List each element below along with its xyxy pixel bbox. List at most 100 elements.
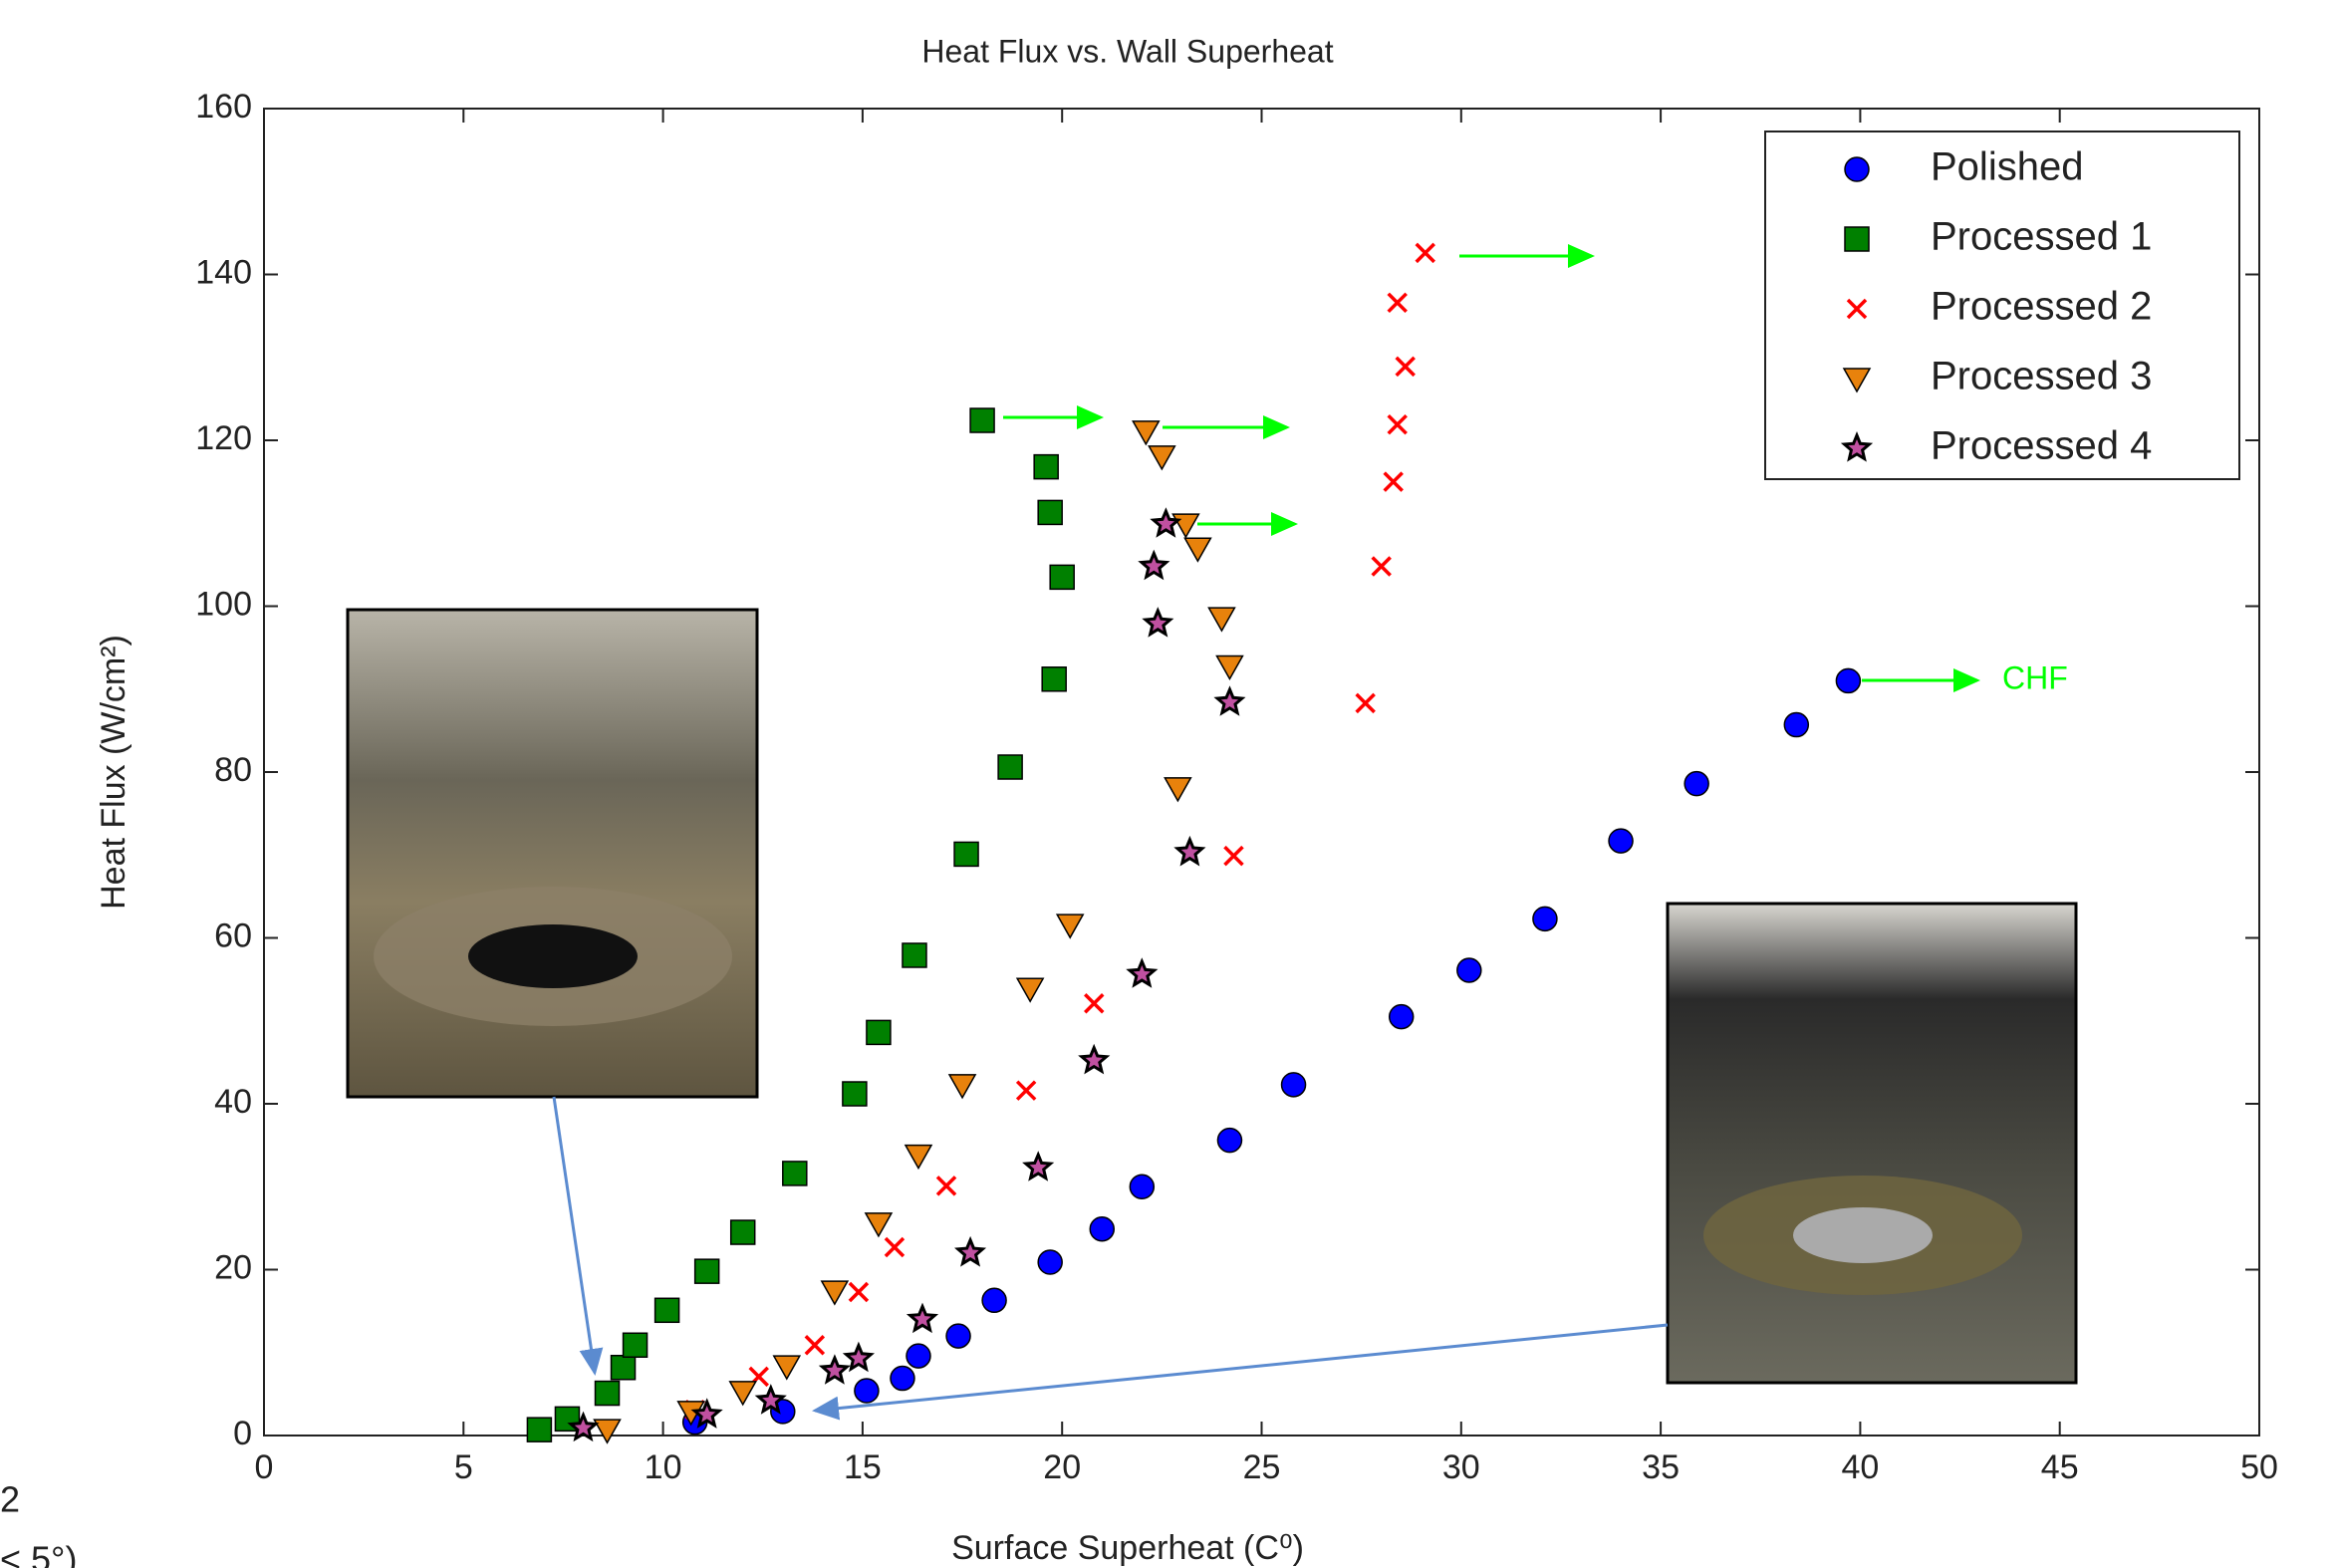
point [1015,977,1045,1003]
x-tick-label: 0 [255,1448,274,1486]
point [864,1212,894,1238]
x-tick-label: 20 [1043,1448,1081,1486]
point [953,841,979,868]
point [1150,507,1182,538]
point [1207,607,1236,633]
series [567,507,1246,1442]
point [1371,556,1392,577]
point [1129,1174,1156,1199]
edge-text: 2 [0,1479,20,1520]
point [526,1417,553,1442]
point [1037,499,1063,526]
point [1608,828,1634,854]
pointer-arrow [552,1096,604,1376]
point [1049,564,1075,591]
legend-label: Processed 1 [1931,215,2152,259]
point [594,1380,621,1407]
x-tick-label: 5 [454,1448,473,1486]
photo [1666,902,2078,1385]
point [866,1019,892,1046]
x-tick-label: 15 [844,1448,882,1486]
point [728,1381,758,1407]
legend-label: Processed 2 [1931,285,2152,329]
annotations: CHF [1003,244,2068,695]
chf-label: CHF [2002,659,2068,695]
photo-detail [1793,1207,1933,1263]
point [1089,1215,1116,1242]
point [1215,654,1244,680]
legend-label: Processed 4 [1931,424,2152,468]
point [1173,835,1206,867]
point [754,1384,787,1415]
y-tick-label: 0 [233,1415,252,1452]
y-tick-label: 100 [195,585,252,623]
edge-text: < 5°) [0,1539,77,1568]
point [610,1354,637,1381]
point [884,1236,906,1258]
legend-marker [1842,368,1872,393]
photos [346,608,2078,1421]
point [1078,1043,1111,1075]
x-tick-label: 10 [645,1448,682,1486]
legend-marker [1840,431,1874,462]
point [1216,1127,1243,1154]
point [1415,242,1435,264]
point [1142,607,1174,638]
point [1015,1080,1037,1101]
point [981,1287,1007,1314]
legend-label: Polished [1931,145,2083,189]
legend-marker [1844,226,1870,252]
point [1783,711,1810,738]
y-tick-label: 40 [214,1083,252,1121]
point [820,1280,850,1306]
point [842,1081,868,1107]
point [653,1297,680,1324]
point [1055,914,1085,939]
point [1084,993,1105,1014]
point [902,942,927,968]
legend-box [1764,131,2240,480]
series [526,407,1075,1442]
point [1532,906,1558,932]
x-tick-label: 25 [1243,1448,1281,1486]
point [1387,413,1408,435]
x-tick-label: 35 [1642,1448,1680,1486]
point [1684,770,1709,797]
point [1395,356,1416,378]
point [693,1258,720,1284]
x-axis-label: Surface Superheat (C⁰) [951,1529,1304,1567]
point [842,1341,875,1373]
y-tick-label: 160 [195,88,252,126]
point [1213,685,1246,716]
point [804,1335,826,1356]
x-tick-label: 40 [1841,1448,1879,1486]
y-tick-label: 140 [195,253,252,291]
point [890,1365,915,1392]
point [1383,471,1404,492]
point [567,1411,600,1442]
point [1171,513,1200,539]
point [1456,957,1482,983]
legend-marker [1844,156,1870,182]
point [1387,292,1408,314]
point [1280,1072,1307,1098]
point [818,1354,851,1385]
x-tick-label: 30 [1442,1448,1480,1486]
point [782,1161,808,1186]
point [554,1406,581,1433]
pointer-arrow [812,1323,1669,1421]
point [854,1378,880,1404]
point [1033,453,1059,480]
point [906,1343,931,1369]
photo-detail [468,924,638,988]
x-tick-label: 50 [2240,1448,2278,1486]
y-tick-label: 20 [214,1248,252,1286]
point [1223,845,1244,867]
point [1388,1003,1415,1030]
point [690,1398,723,1429]
legend-marker [1846,298,1868,320]
point [1041,666,1067,692]
point [906,1302,939,1334]
y-tick-label: 80 [214,751,252,789]
